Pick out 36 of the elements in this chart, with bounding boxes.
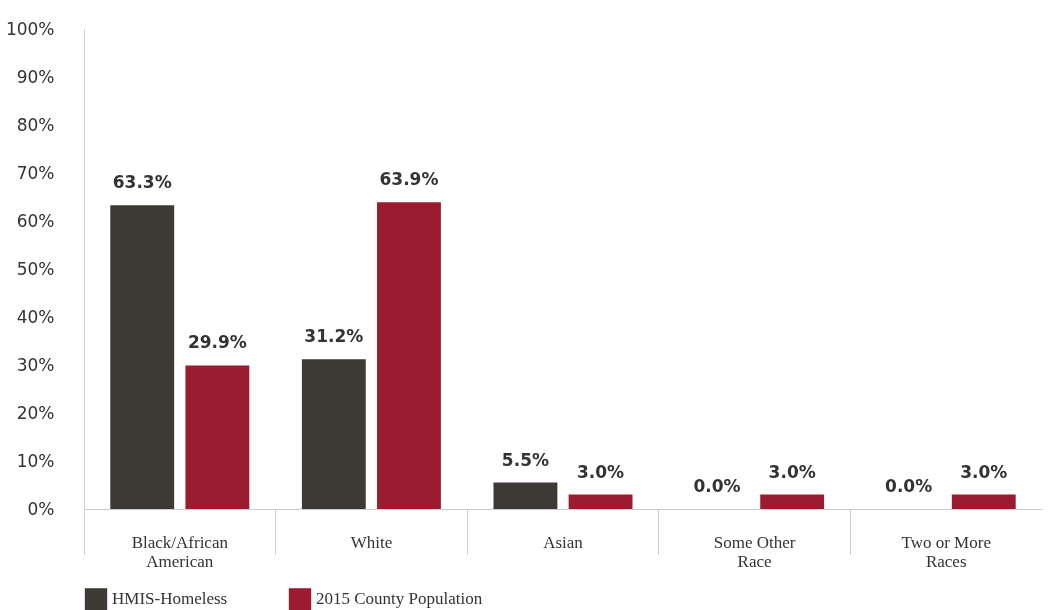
y-tick-label: 10% <box>16 450 55 471</box>
bar <box>760 494 825 509</box>
text: 29.9% <box>187 332 247 353</box>
text: 5.5% <box>501 449 550 470</box>
text: 3.0% <box>576 461 625 482</box>
legend-label: HMIS-Homeless <box>112 589 228 609</box>
bar <box>377 202 441 509</box>
bar <box>110 205 175 509</box>
bar <box>951 494 1016 509</box>
y-tick-label: 70% <box>16 162 55 183</box>
x-tick-label: Two or More Races <box>901 532 991 571</box>
x-tick-label: Asian <box>543 532 584 552</box>
y-tick-label: 40% <box>16 306 55 327</box>
x-tick-label: Black/African American <box>131 532 229 571</box>
text: 0.0% <box>885 476 933 496</box>
y-tick-label: 90% <box>16 66 55 87</box>
text: 3.0% <box>768 461 816 482</box>
text: 63.9% <box>379 169 439 190</box>
text: 63.3% <box>112 172 172 193</box>
y-tick-label: 20% <box>16 402 55 423</box>
y-tick-label: 100% <box>5 18 55 39</box>
bar <box>185 365 250 509</box>
y-tick-label: 80% <box>16 114 55 135</box>
x-tick-label: Some Other Race <box>713 532 796 571</box>
legend-label: 2015 County Population <box>316 589 483 609</box>
y-tick-label: 50% <box>16 258 55 279</box>
bar <box>493 482 558 509</box>
y-tick-label: 0% <box>27 498 55 519</box>
text: 0.0% <box>693 476 741 496</box>
text: 3.0% <box>960 461 1008 482</box>
bar <box>568 494 633 509</box>
text: 31.2% <box>304 326 364 347</box>
x-tick-label: White <box>350 532 393 552</box>
bar <box>301 359 366 509</box>
y-tick-label: 30% <box>16 354 55 375</box>
y-tick-label: 60% <box>16 210 55 231</box>
